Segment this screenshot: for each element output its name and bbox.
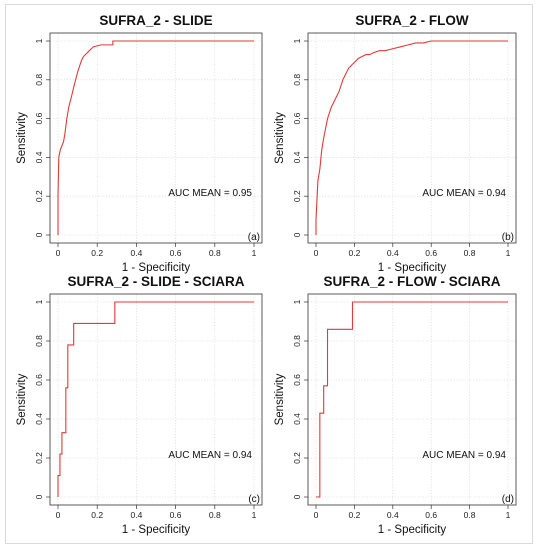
chart-title: SUFRA_2 - FLOW	[355, 13, 469, 28]
y-tick-label: 0.4	[292, 413, 302, 425]
y-tick-label: 0.4	[34, 413, 44, 425]
x-axis-label: 1 - Specificity	[378, 524, 447, 536]
x-tick-label: 1	[252, 248, 257, 258]
chart-title: SUFRA_2 - SLIDE	[99, 13, 212, 28]
y-tick-label: 1	[34, 38, 44, 43]
x-tick-label: 0.6	[170, 510, 182, 520]
y-axis-label: Sensitivity	[16, 112, 28, 164]
x-tick-label: 0.4	[130, 510, 142, 520]
panel-tag: (c)	[248, 494, 260, 505]
y-tick-label: 0	[34, 494, 44, 499]
roc-panel: 0 0.2 0.4 0.6 0.8 1 0 0.2 0.4 0.6 0.8 1 SUFRA_2 - FL…	[274, 274, 517, 536]
y-tick-label: 0.4	[34, 151, 44, 163]
x-tick-label: 0.2	[91, 248, 103, 258]
panel-tag: (a)	[248, 232, 260, 243]
y-tick-label: 0	[292, 232, 302, 237]
x-tick-label: 0.6	[425, 510, 437, 520]
x-tick-label: 0.2	[348, 510, 360, 520]
y-axis-label: Sensitivity	[274, 373, 286, 425]
x-tick-label: 0.6	[425, 248, 437, 258]
chart-title: SUFRA_2 - SLIDE - SCIARA	[67, 274, 244, 289]
y-tick-label: 0.8	[292, 74, 302, 86]
y-tick-label: 0.4	[292, 151, 302, 163]
panel-tag: (d)	[502, 494, 514, 505]
chart-title: SUFRA_2 - FLOW - SCIARA	[324, 274, 501, 289]
y-tick-label: 0.6	[292, 374, 302, 386]
roc-panel: 0 0.2 0.4 0.6 0.8 1 0 0.2 0.4 0.6 0.8 1 SUFRA_2 - SL…	[16, 13, 263, 274]
plot-area-box	[307, 32, 517, 244]
roc-curve-series	[57, 40, 254, 235]
auc-annotation: AUC MEAN = 0.95	[168, 188, 252, 199]
x-tick-label: 0	[56, 248, 61, 258]
x-axis-label: 1 - Specificity	[378, 262, 447, 274]
y-tick-label: 1	[34, 299, 44, 304]
x-tick-label: 0.4	[387, 248, 399, 258]
x-tick-label: 1	[506, 510, 511, 520]
auc-annotation: AUC MEAN = 0.94	[422, 188, 506, 199]
x-tick-label: 0.8	[209, 510, 221, 520]
plot-area-box	[49, 32, 263, 244]
y-tick-label: 0	[34, 232, 44, 237]
y-tick-label: 0.6	[292, 112, 302, 124]
plot-area-box	[307, 293, 517, 506]
y-tick-label: 0.2	[292, 452, 302, 464]
roc-curve-series	[315, 40, 508, 235]
roc-panel: 0 0.2 0.4 0.6 0.8 1 0 0.2 0.4 0.6 0.8 1 SUFRA_2 - FL…	[274, 13, 517, 274]
x-tick-label: 0	[56, 510, 61, 520]
y-tick-label: 1	[292, 38, 302, 43]
x-tick-label: 1	[252, 510, 257, 520]
plot-area-box	[49, 293, 263, 506]
y-tick-label: 0.8	[34, 335, 44, 347]
y-tick-label: 0.2	[292, 190, 302, 202]
x-tick-label: 0	[314, 248, 319, 258]
y-tick-label: 0.8	[34, 74, 44, 86]
y-axis-label: Sensitivity	[16, 373, 28, 425]
x-tick-label: 0.6	[170, 248, 182, 258]
auc-annotation: AUC MEAN = 0.94	[422, 450, 506, 461]
auc-annotation: AUC MEAN = 0.94	[168, 450, 252, 461]
y-tick-label: 1	[292, 299, 302, 304]
y-tick-label: 0.2	[34, 452, 44, 464]
x-tick-label: 0.4	[130, 248, 142, 258]
roc-panel: 0 0.2 0.4 0.6 0.8 1 0 0.2 0.4 0.6 0.8 1 SUFRA_2 - SL…	[16, 274, 263, 536]
y-tick-label: 0.6	[34, 112, 44, 124]
figure-frame	[5, 4, 533, 544]
roc-curve-series	[316, 301, 508, 498]
x-tick-label: 0.2	[91, 510, 103, 520]
x-tick-label: 1	[506, 248, 511, 258]
y-axis-label: Sensitivity	[274, 112, 286, 164]
panel-tag: (b)	[502, 232, 514, 243]
x-tick-label: 0.2	[348, 248, 360, 258]
x-tick-label: 0.4	[387, 510, 399, 520]
x-axis-label: 1 - Specificity	[122, 524, 191, 536]
y-tick-label: 0.2	[34, 190, 44, 202]
y-tick-label: 0	[292, 494, 302, 499]
x-tick-label: 0.8	[464, 248, 476, 258]
x-tick-label: 0.8	[464, 510, 476, 520]
x-axis-label: 1 - Specificity	[122, 262, 191, 274]
y-tick-label: 0.6	[34, 374, 44, 386]
y-tick-label: 0.8	[292, 335, 302, 347]
x-tick-label: 0.8	[209, 248, 221, 258]
x-tick-label: 0	[314, 510, 319, 520]
roc-curve-series	[57, 301, 254, 497]
